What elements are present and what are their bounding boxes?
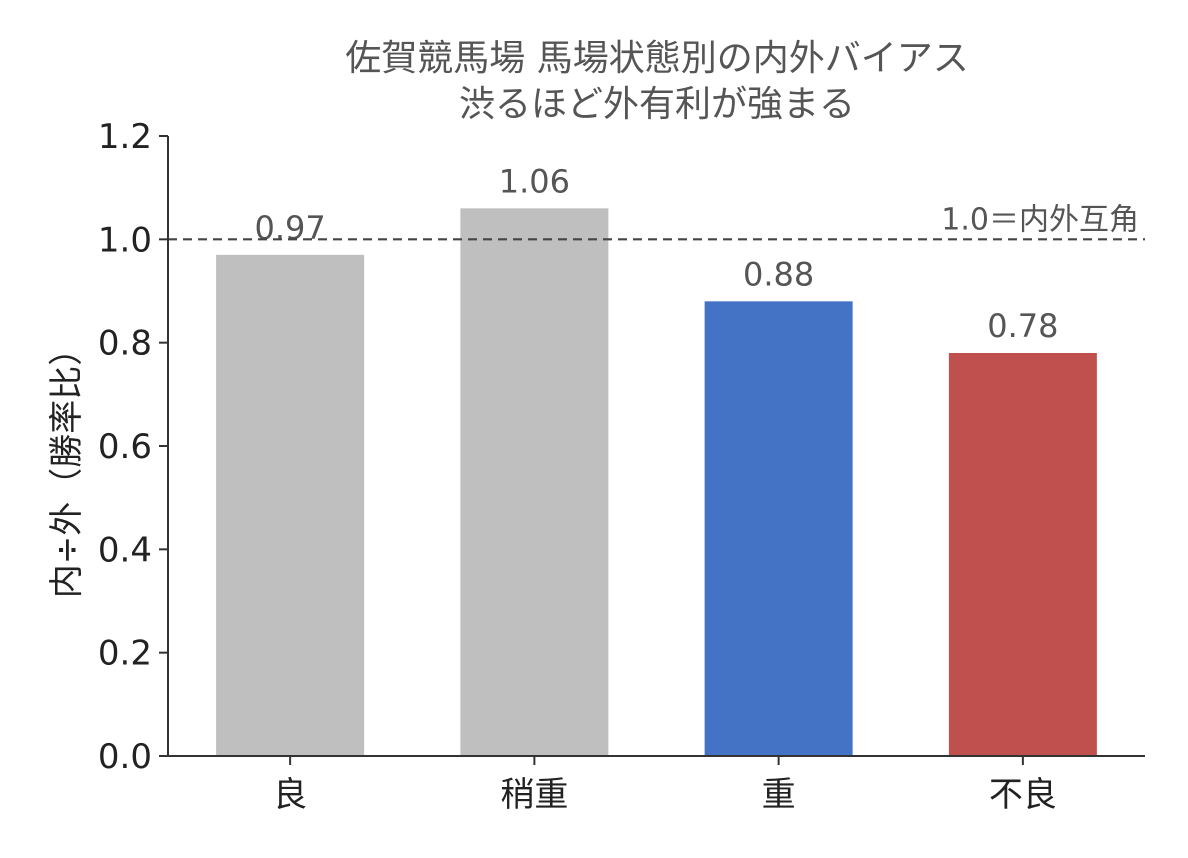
y-tick-label: 0.4 [98, 530, 152, 570]
bar-1 [216, 254, 365, 757]
chart-subtitle: 渋るほど外有利が強まる [459, 84, 855, 125]
x-tick-label: 重 [762, 775, 796, 815]
bar-value-label: 1.06 [499, 162, 570, 200]
bars-group: 0.97 1.06 0.88 0.78 [216, 162, 1097, 757]
y-tick-label: 1.2 [98, 117, 152, 157]
y-tick-label: 0.8 [98, 324, 152, 364]
bar-4 [948, 353, 1097, 756]
bar-value-label: 0.88 [743, 255, 814, 293]
reference-line-group: 1.0＝内外互角 [168, 202, 1145, 241]
bar-3 [704, 301, 853, 756]
chart-title: 佐賀競馬場 馬場状態別の内外バイアス [345, 38, 968, 79]
bar-value-label: 0.78 [987, 307, 1058, 345]
reference-line-label: 1.0＝内外互角 [941, 202, 1139, 237]
bar-2 [460, 208, 609, 757]
y-axis-label: 内÷外（勝率比） [47, 332, 87, 599]
y-tick-label: 1.0 [98, 220, 152, 260]
y-tick-label: 0.6 [98, 427, 152, 467]
x-tick-label: 稍重 [500, 775, 568, 815]
x-tick-label: 不良 [989, 775, 1057, 815]
axes-group: 良 稍重 重 不良 0.0 0.2 0.4 0.6 0.8 1.0 1.2 [98, 117, 1145, 815]
y-tick-label: 0.2 [98, 634, 152, 674]
bar-value-label: 0.97 [255, 209, 326, 247]
x-tick-label: 良 [273, 775, 307, 815]
y-tick-label: 0.0 [98, 737, 152, 777]
